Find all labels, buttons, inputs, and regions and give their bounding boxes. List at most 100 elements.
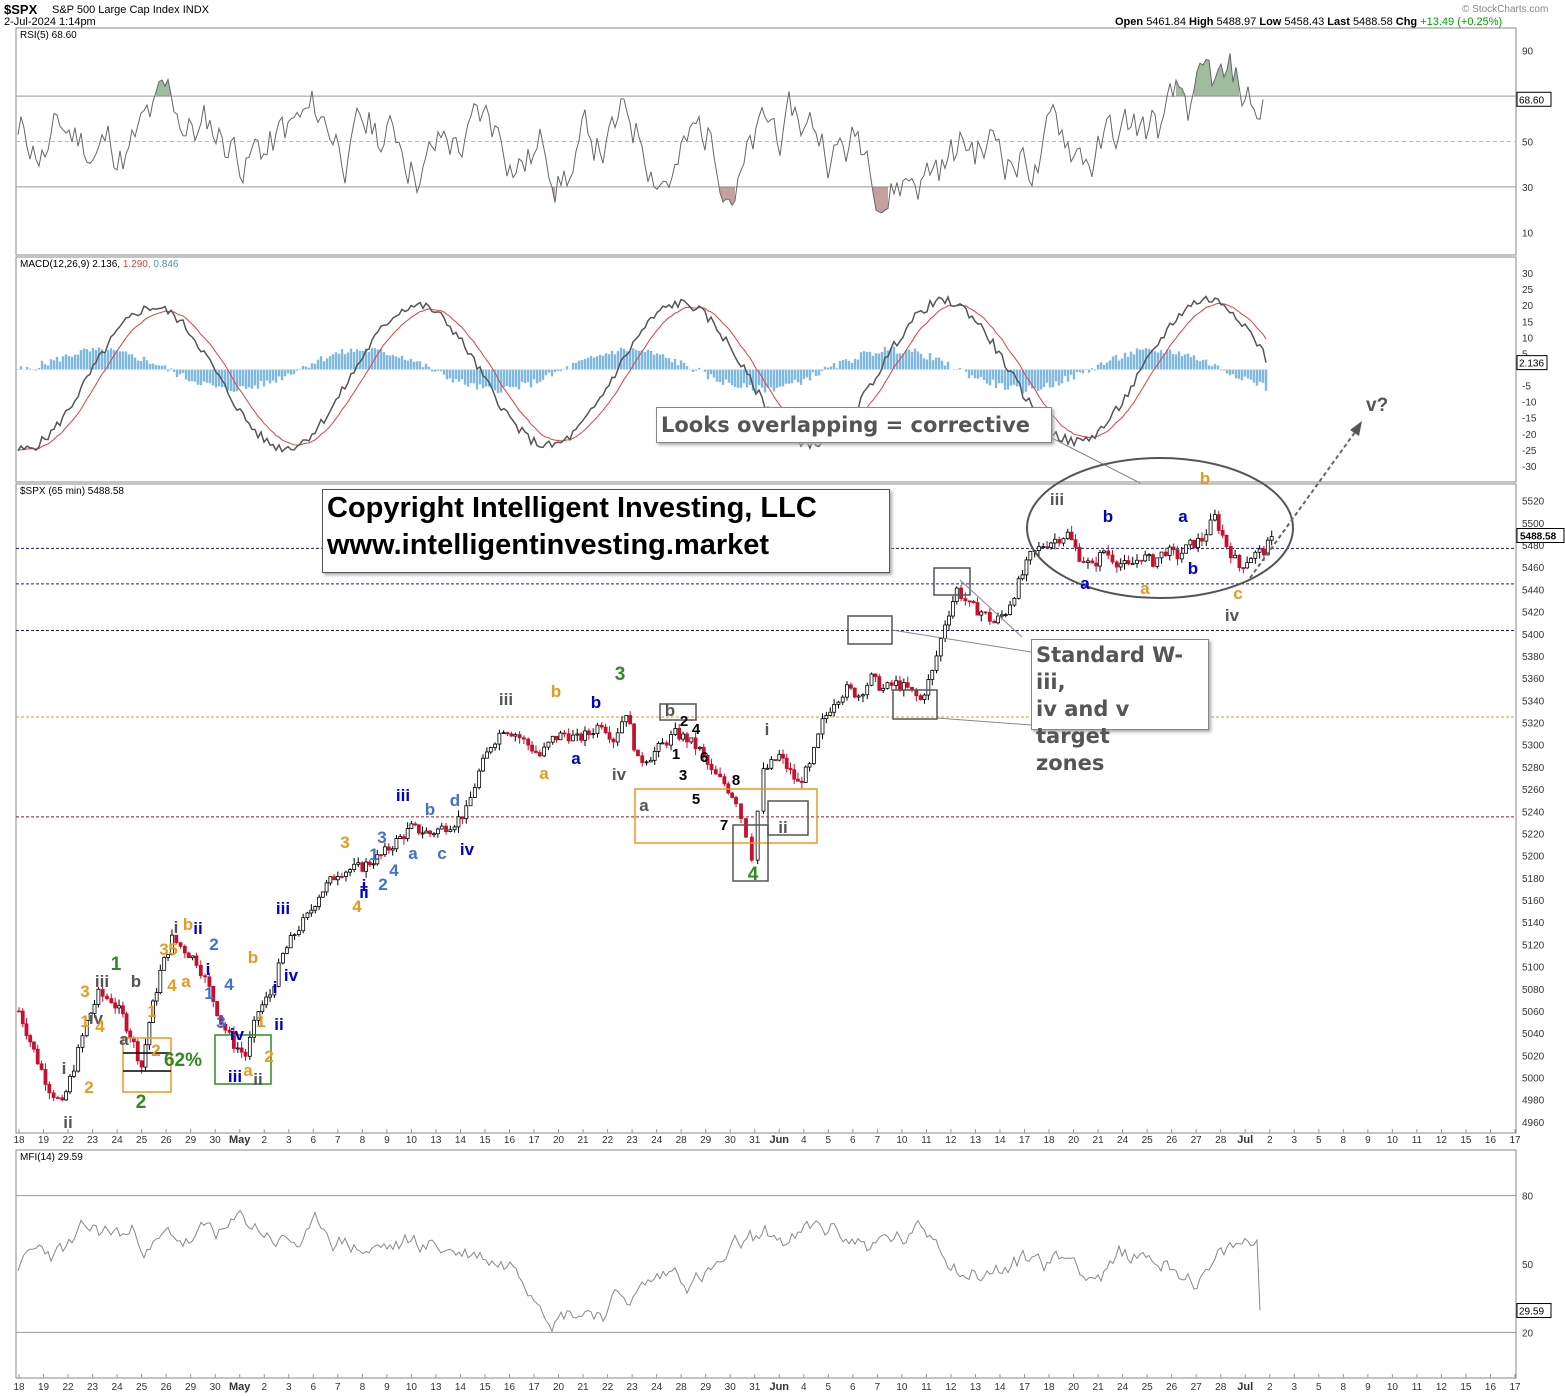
macd-hist-bar bbox=[316, 359, 320, 370]
macd-hist-bar bbox=[559, 369, 563, 372]
candle-body bbox=[448, 829, 453, 833]
x-tick-label: 20 bbox=[553, 1135, 565, 1146]
candle-body bbox=[43, 1069, 48, 1085]
wave-label: 1 bbox=[672, 746, 680, 763]
macd-hist-bar bbox=[1069, 369, 1073, 375]
candle-body bbox=[432, 833, 436, 836]
macd-hist-bar bbox=[685, 366, 689, 370]
x-tick-label: 16 bbox=[504, 1135, 516, 1146]
candle-body bbox=[898, 680, 902, 691]
macd-hist-bar bbox=[277, 369, 281, 377]
candle-body bbox=[320, 891, 325, 898]
macd-hist-bar bbox=[1138, 349, 1142, 370]
macd-hist-bar bbox=[427, 366, 431, 370]
macd-hist-bar bbox=[985, 369, 989, 384]
macd-hist-bar bbox=[193, 369, 197, 382]
candle-body bbox=[332, 876, 336, 881]
rsi-overbought-fill bbox=[159, 80, 162, 97]
candle-body bbox=[56, 1097, 60, 1100]
macd-hist-bar bbox=[1180, 356, 1184, 370]
x-tick-label: 5 bbox=[826, 1135, 832, 1146]
macd-hist-bar bbox=[505, 369, 509, 387]
macd-hist-bar bbox=[541, 369, 545, 380]
macd-hist-bar bbox=[1147, 349, 1151, 370]
x-tick-label: 2 bbox=[1267, 1135, 1273, 1146]
wave-label: ii bbox=[253, 1070, 262, 1089]
x-tick-label: 6 bbox=[311, 1382, 317, 1393]
x-tick-label: 5 bbox=[1316, 1135, 1322, 1146]
candle-body bbox=[1155, 557, 1160, 567]
macd-hist-bar bbox=[913, 348, 917, 370]
macd-hist-bar bbox=[403, 359, 407, 370]
price-tick-label: 4960 bbox=[1522, 1118, 1545, 1129]
candle-body bbox=[595, 724, 600, 734]
x-tick-label: 26 bbox=[1166, 1382, 1178, 1393]
wave-label: iii bbox=[396, 786, 410, 805]
macd-hist-bar bbox=[1249, 369, 1253, 380]
candle-body bbox=[788, 768, 793, 771]
macd-hist-bar bbox=[655, 353, 659, 370]
macd-hist-bar bbox=[1225, 369, 1229, 374]
last-label: Last bbox=[1327, 16, 1350, 28]
macd-hist-bar bbox=[355, 349, 359, 370]
macd-hist-bar bbox=[517, 369, 521, 390]
candle-body bbox=[394, 838, 399, 850]
macd-hist-bar bbox=[229, 369, 233, 392]
macd-hist-bar bbox=[1024, 369, 1028, 392]
wave-label: b bbox=[551, 682, 561, 701]
macd-hist-bar bbox=[1177, 351, 1181, 370]
rsi-oversold-fill bbox=[723, 186, 726, 203]
macd-hist-bar bbox=[1228, 369, 1232, 376]
candle-body bbox=[784, 757, 789, 769]
x-tick-label: 22 bbox=[602, 1382, 614, 1393]
macd-hist-bar bbox=[877, 353, 881, 370]
macd-hist-bar bbox=[1123, 352, 1127, 370]
candle-body bbox=[644, 761, 649, 764]
macd-hist-bar bbox=[694, 369, 698, 371]
macd-hist-bar bbox=[715, 369, 719, 382]
macd-hist-bar bbox=[565, 366, 569, 370]
callout-connector bbox=[1045, 434, 1141, 484]
wave-label: 8 bbox=[732, 772, 740, 789]
candle-body bbox=[1012, 597, 1017, 606]
candle-body bbox=[1262, 548, 1266, 556]
wave-label: iv bbox=[230, 1025, 245, 1044]
candle-body bbox=[1028, 551, 1033, 561]
candle-body bbox=[926, 679, 931, 696]
macd-hist-bar bbox=[739, 369, 743, 388]
macd-hist-bar bbox=[583, 358, 587, 370]
macd-hist-bar bbox=[1192, 355, 1196, 370]
x-tick-label: 30 bbox=[725, 1135, 737, 1146]
macd-hist-bar bbox=[1009, 369, 1013, 386]
macd-hist-bar bbox=[121, 351, 125, 370]
copyright-line1: Copyright Intelligent Investing, LLC bbox=[327, 492, 817, 524]
symbol-label: $SPX bbox=[4, 2, 37, 17]
macd-hist-bar bbox=[298, 368, 302, 370]
macd-line bbox=[17, 295, 1267, 453]
candle-body bbox=[47, 1083, 52, 1094]
macd-hist-bar bbox=[904, 350, 908, 370]
candle-body bbox=[781, 753, 785, 759]
x-tick-label: 24 bbox=[1117, 1135, 1129, 1146]
candle-body bbox=[367, 861, 372, 866]
candle-body bbox=[464, 805, 469, 820]
macd-hist-bar bbox=[25, 366, 29, 370]
x-tick-label: 3 bbox=[286, 1382, 292, 1393]
candle-body bbox=[1220, 530, 1225, 536]
candle-body bbox=[894, 680, 898, 686]
high-label: High bbox=[1189, 16, 1214, 28]
candle-body bbox=[252, 1019, 257, 1038]
candle-body bbox=[284, 947, 289, 954]
candle-body bbox=[17, 1010, 21, 1013]
macd-hist-bar bbox=[151, 363, 155, 370]
macd-hist-bar bbox=[988, 369, 992, 386]
ohlc-readout: Open 5461.84 High 5488.97 Low 5458.43 La… bbox=[1115, 16, 1502, 28]
x-tick-label: 31 bbox=[749, 1382, 761, 1393]
price-tick-label: 5300 bbox=[1522, 741, 1545, 752]
macd-hist-bar bbox=[49, 359, 53, 370]
candle-body bbox=[852, 687, 857, 698]
macd-hist-bar bbox=[268, 369, 272, 384]
macd-hist-bar bbox=[1048, 369, 1052, 388]
macd-hist-bar bbox=[1012, 369, 1016, 385]
last-value: 5488.58 bbox=[1352, 16, 1393, 28]
